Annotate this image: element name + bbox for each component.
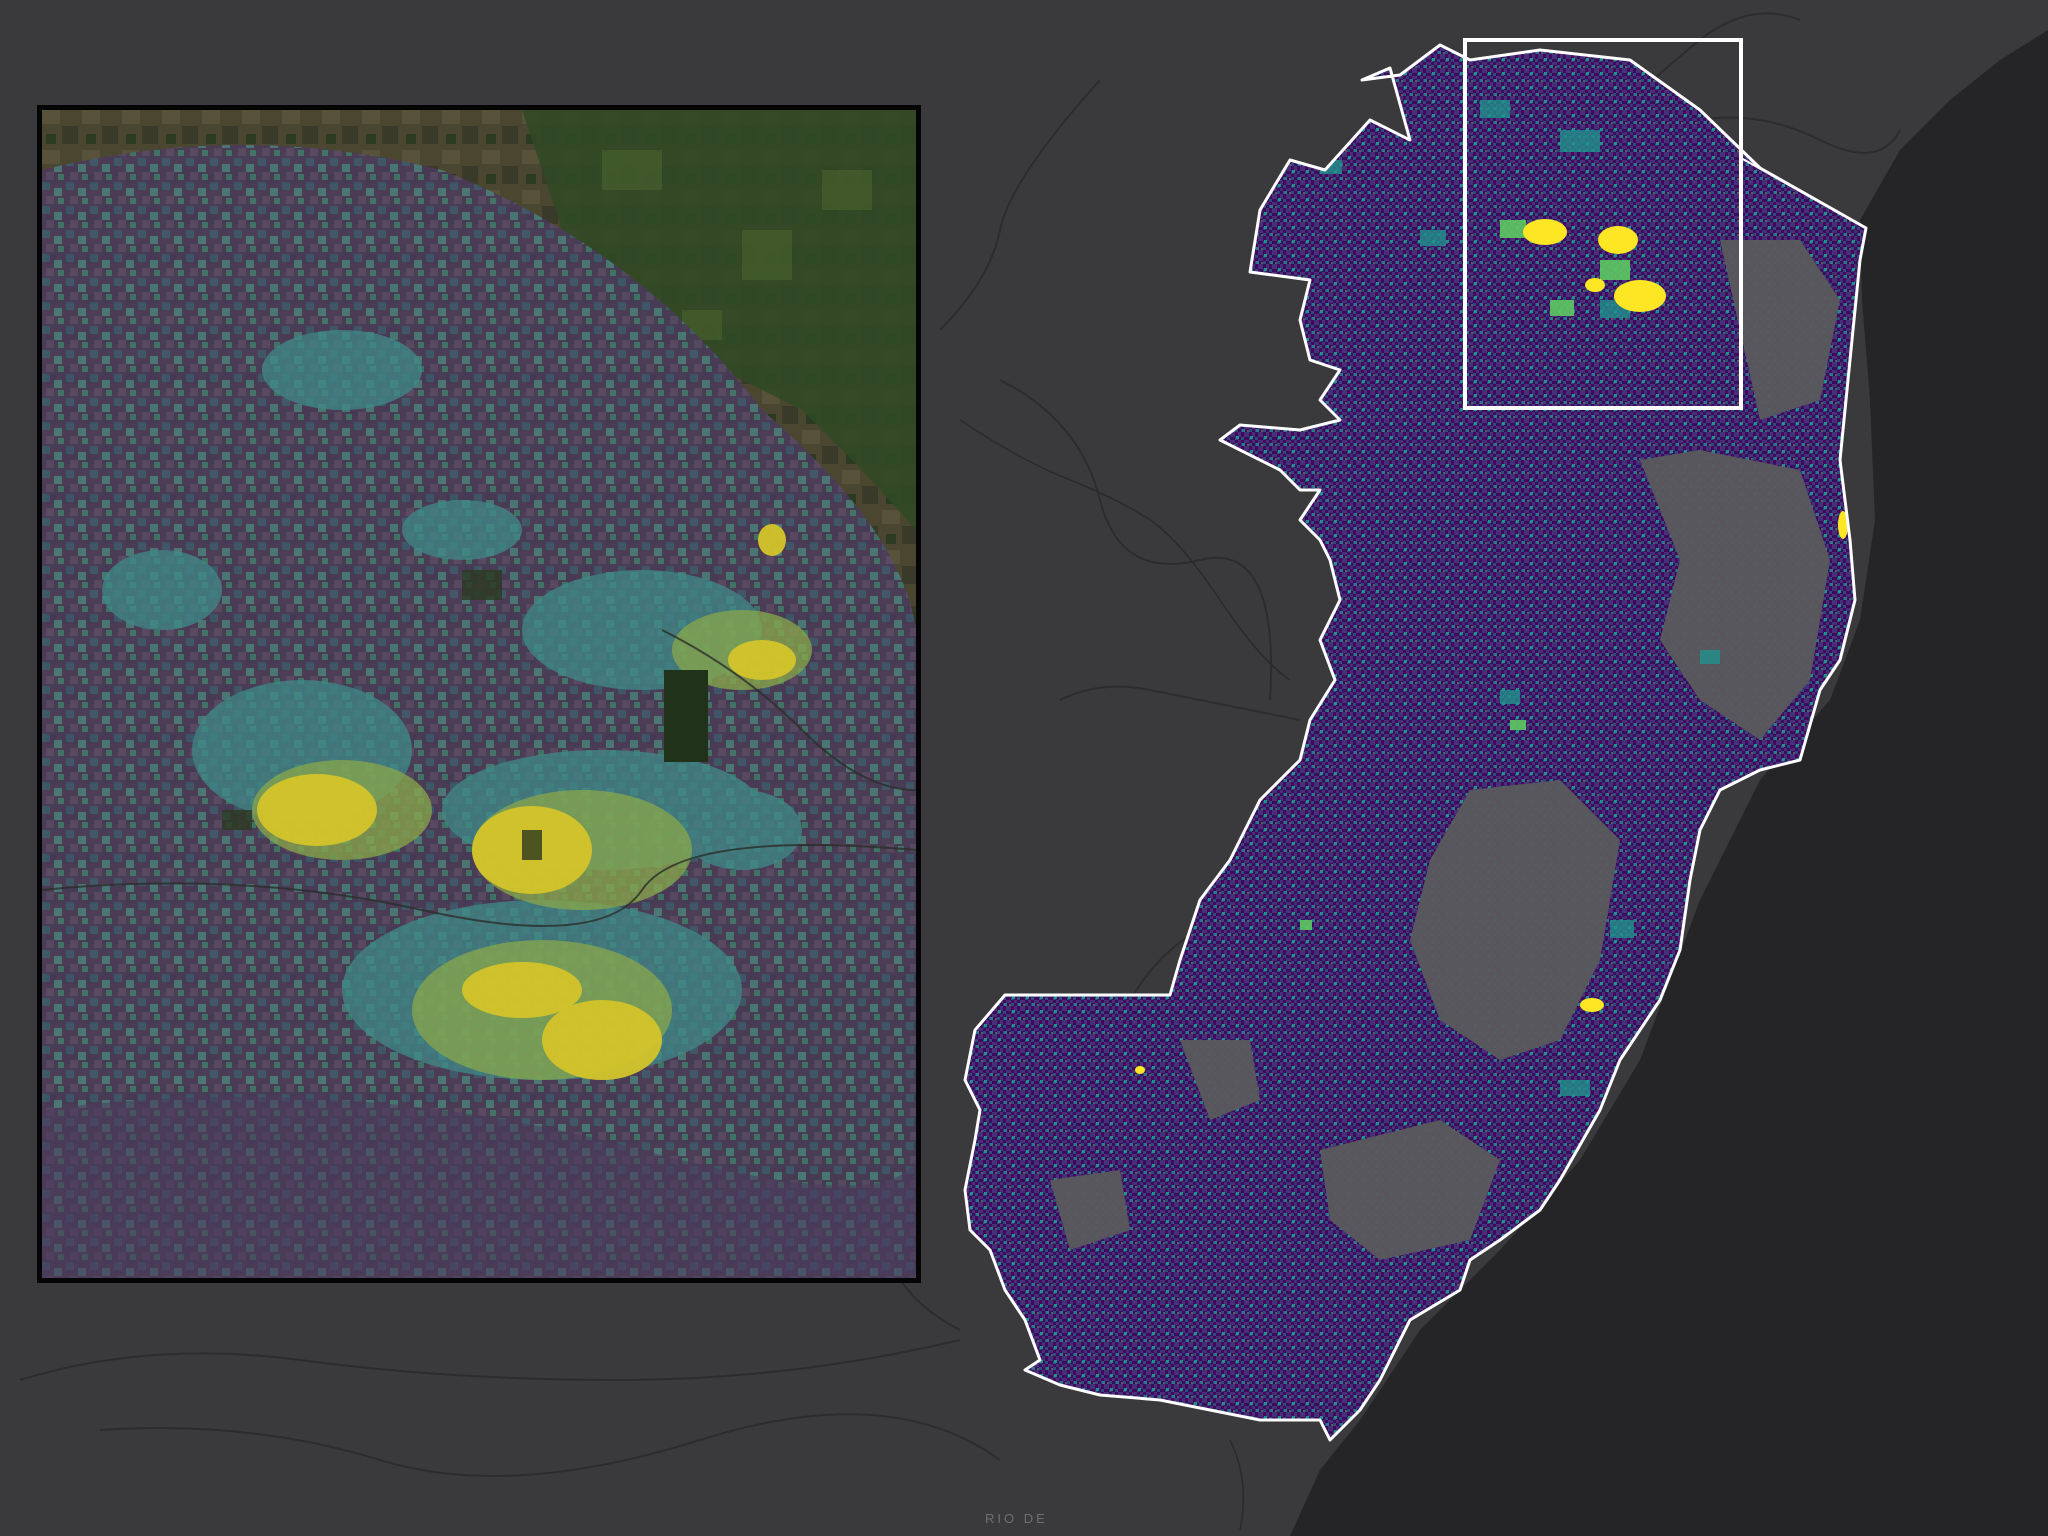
inset-extent-box	[1463, 38, 1743, 410]
ocean	[1290, 30, 2048, 1536]
state-boundary	[963, 43, 1868, 1442]
extent-leader-line	[1740, 157, 1867, 229]
inset-raster	[42, 110, 916, 1278]
rivers	[959, 419, 1291, 1531]
place-label: RIO DE	[985, 1511, 1048, 1526]
inset-map[interactable]	[37, 105, 921, 1283]
